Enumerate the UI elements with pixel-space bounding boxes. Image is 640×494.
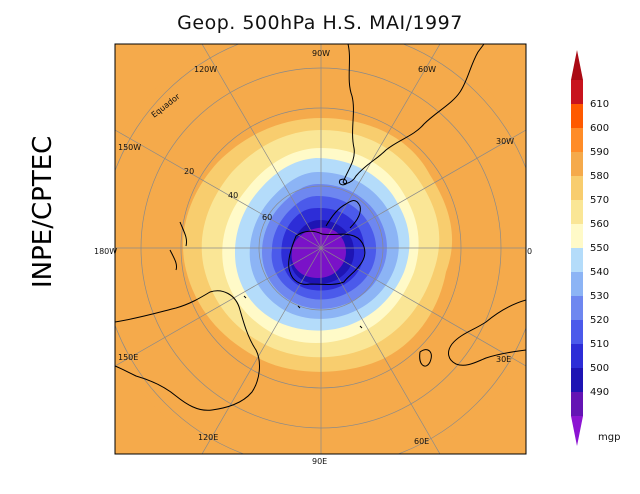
colorbar-box (571, 224, 583, 249)
lat-label-60: 60 (262, 213, 272, 222)
lon-label-0: 0 (527, 247, 532, 256)
lat-label-20: 20 (184, 167, 194, 176)
colorbar-level-label: 510 (590, 339, 609, 350)
lon-label-90w: 90W (312, 49, 330, 58)
colorbar-box (571, 104, 583, 129)
australia-coast (115, 290, 260, 411)
lon-label-90e: 90E (312, 457, 327, 466)
lon-label-150e: 150E (118, 353, 138, 362)
colorbar-level-label: 590 (590, 147, 609, 158)
lon-label-150w: 150W (118, 143, 141, 152)
colorbar-level-label: 540 (590, 267, 609, 278)
colorbar-box (571, 272, 583, 297)
lon-label-180w: 180W (94, 247, 117, 256)
colorbar-level-label: 610 (590, 99, 609, 110)
lon-label-30e: 30E (496, 355, 511, 364)
new-zealand (169, 221, 187, 271)
africa-coast (448, 299, 526, 366)
antarctica-coast (288, 230, 366, 285)
colorbar-level-label: 520 (590, 315, 609, 326)
colorbar-unit: mgp (598, 432, 620, 443)
colorbar-box (571, 152, 583, 177)
indian-ocean-islands (243, 295, 363, 329)
colorbar-box (571, 320, 583, 345)
colorbar-box (571, 248, 583, 273)
lat-label-40: 40 (228, 191, 238, 200)
lon-label-120w: 120W (194, 65, 217, 74)
colorbar-level-label: 580 (590, 171, 609, 182)
colorbar-level-label: 490 (590, 387, 609, 398)
falklands (339, 178, 347, 186)
colorbar-box (571, 344, 583, 369)
colorbar-box (571, 296, 583, 321)
lon-label-60w: 60W (418, 65, 436, 74)
colorbar-level-label: 530 (590, 291, 609, 302)
colorbar-level-label: 500 (590, 363, 609, 374)
graticule (115, 44, 526, 454)
field-core (291, 227, 346, 278)
south-america-coast (342, 44, 485, 184)
colorbar-box (571, 368, 583, 393)
coastlines (115, 44, 526, 411)
madagascar (419, 349, 432, 367)
colorbar-box (571, 392, 583, 417)
map-title: Geop. 500hPa H.S. MAI/1997 (177, 12, 463, 34)
colorbar-bottom-arrow (571, 416, 583, 446)
map-frame (114, 43, 527, 455)
colorbar-level-label: 600 (590, 123, 609, 134)
lon-label-30w: 30W (496, 137, 514, 146)
height-field (115, 44, 526, 454)
colorbar-level-label: 570 (590, 195, 609, 206)
lon-label-60e: 60E (414, 437, 429, 446)
colorbar-box (571, 80, 583, 105)
colorbar-box (571, 176, 583, 201)
colorbar-box (571, 128, 583, 153)
lon-label-120e: 120E (198, 433, 218, 442)
colorbar-level-label: 550 (590, 243, 609, 254)
colorbar-box (571, 200, 583, 225)
colorbar: 610600590580570560550540530520510500490 … (571, 50, 620, 446)
colorbar-level-label: 560 (590, 219, 609, 230)
antarctic-peninsula (325, 200, 361, 229)
colorbar-top-arrow (571, 50, 583, 80)
